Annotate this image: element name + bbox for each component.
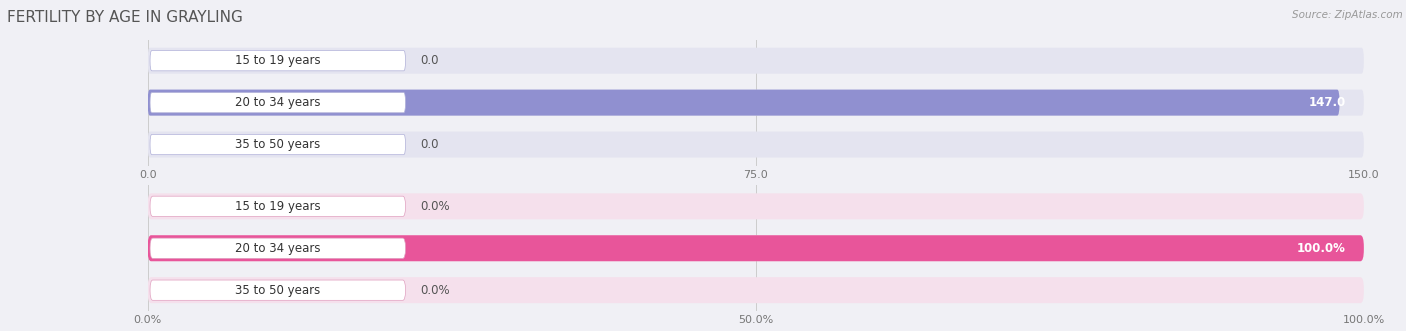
FancyBboxPatch shape <box>150 280 405 300</box>
FancyBboxPatch shape <box>148 277 1364 303</box>
FancyBboxPatch shape <box>150 92 405 113</box>
FancyBboxPatch shape <box>148 48 1364 74</box>
FancyBboxPatch shape <box>150 196 405 216</box>
Text: 15 to 19 years: 15 to 19 years <box>235 54 321 67</box>
FancyBboxPatch shape <box>148 235 1364 261</box>
Text: FERTILITY BY AGE IN GRAYLING: FERTILITY BY AGE IN GRAYLING <box>7 10 243 25</box>
FancyBboxPatch shape <box>150 51 405 71</box>
FancyBboxPatch shape <box>148 193 1364 219</box>
Text: 147.0: 147.0 <box>1309 96 1346 109</box>
Text: 0.0: 0.0 <box>420 138 439 151</box>
Text: Source: ZipAtlas.com: Source: ZipAtlas.com <box>1292 10 1403 20</box>
FancyBboxPatch shape <box>150 238 405 259</box>
FancyBboxPatch shape <box>148 235 1364 261</box>
Text: 20 to 34 years: 20 to 34 years <box>235 96 321 109</box>
Text: 0.0%: 0.0% <box>420 200 450 213</box>
FancyBboxPatch shape <box>148 90 1340 116</box>
Text: 0.0: 0.0 <box>420 54 439 67</box>
Text: 15 to 19 years: 15 to 19 years <box>235 200 321 213</box>
Text: 100.0%: 100.0% <box>1296 242 1346 255</box>
FancyBboxPatch shape <box>150 134 405 155</box>
FancyBboxPatch shape <box>148 131 1364 158</box>
Text: 35 to 50 years: 35 to 50 years <box>235 138 321 151</box>
Text: 35 to 50 years: 35 to 50 years <box>235 284 321 297</box>
Text: 20 to 34 years: 20 to 34 years <box>235 242 321 255</box>
FancyBboxPatch shape <box>148 90 1364 116</box>
Text: 0.0%: 0.0% <box>420 284 450 297</box>
